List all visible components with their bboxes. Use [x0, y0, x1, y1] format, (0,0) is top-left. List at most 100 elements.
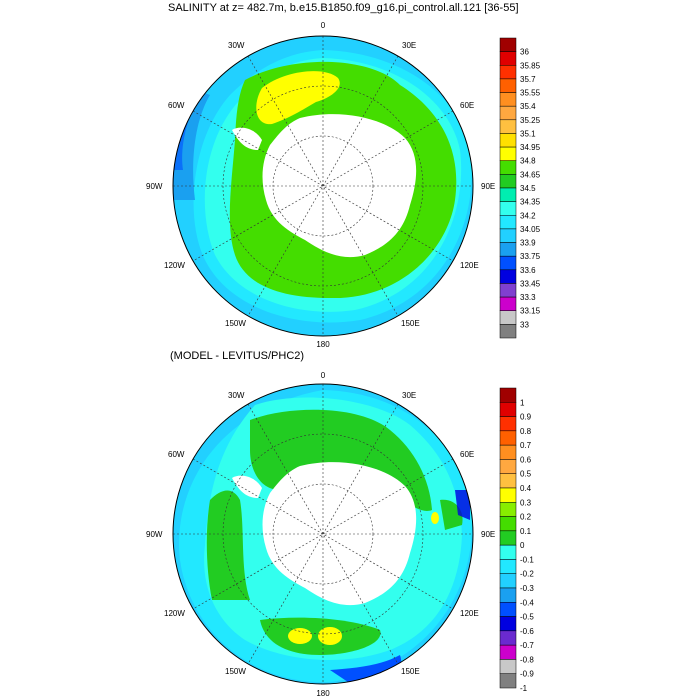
colorbar-label: -0.4 [520, 598, 534, 607]
lon-label: 60W [168, 450, 185, 459]
colorbar-label: 1 [520, 398, 525, 407]
colorbar-swatch [499, 430, 517, 446]
colorbar-label: 0.4 [520, 484, 532, 493]
colorbar-swatch [499, 516, 517, 532]
colorbar-swatch [499, 215, 517, 230]
lon-label: 150W [225, 667, 246, 676]
colorbar-label: 35.85 [520, 61, 541, 70]
colorbar-label: 0.2 [520, 513, 532, 522]
lon-label: 30W [228, 391, 245, 400]
lon-label: 120W [164, 609, 185, 618]
colorbar-swatch [499, 530, 517, 546]
colorbar-label: -0.3 [520, 584, 534, 593]
colorbar-label: 33.45 [520, 279, 541, 288]
colorbar-label: 35.55 [520, 89, 541, 98]
colorbar-label: 34.05 [520, 225, 541, 234]
colorbar-swatch [499, 119, 517, 134]
colorbar-label: 0 [520, 541, 525, 550]
colorbar-swatch [499, 630, 517, 646]
top-map-title: SALINITY at z= 482.7m, b.e15.B1850.f09_g… [168, 2, 519, 14]
colorbar-label: -0.7 [520, 641, 534, 650]
colorbar-swatch [499, 402, 517, 417]
colorbar-swatch [499, 296, 517, 311]
colorbar-swatch [499, 92, 517, 107]
colorbar-label: 0.3 [520, 498, 532, 507]
colorbar-label: 0.8 [520, 427, 532, 436]
colorbar-swatch [499, 559, 517, 574]
colorbar-swatch [499, 416, 517, 432]
colorbar-label: 35.25 [520, 116, 541, 125]
lon-label: 0 [321, 371, 326, 380]
colorbar-swatch [499, 487, 517, 503]
colorbar-swatch [499, 174, 517, 189]
lon-label: 150W [225, 319, 246, 328]
colorbar-label: 35.1 [520, 129, 536, 138]
difference-map-field [173, 384, 473, 684]
colorbar-label: 34.2 [520, 211, 536, 220]
colorbar-label: 0.9 [520, 413, 532, 422]
colorbar-swatch [499, 616, 517, 632]
lon-label: 60E [460, 101, 474, 110]
colorbar-swatch [499, 587, 517, 603]
colorbar-swatch [499, 105, 517, 121]
colorbar-label: 34.95 [520, 143, 541, 152]
lon-label: 30E [402, 391, 416, 400]
colorbar-label: 0.7 [520, 441, 532, 450]
longitude-labels: 0 30E 60E 90E 120E 150E 180 150W 120W 90… [146, 21, 495, 349]
lon-label: 30W [228, 41, 245, 50]
colorbar-swatch [499, 65, 517, 80]
lon-label: 150E [401, 319, 420, 328]
colorbar-swatch [499, 146, 517, 161]
lon-label: 90W [146, 182, 163, 191]
lon-label: 30E [402, 41, 416, 50]
colorbar-swatch [499, 133, 517, 148]
colorbar-swatch [499, 78, 517, 93]
colorbar-label: 0.6 [520, 455, 532, 464]
colorbar-label: 35.4 [520, 102, 536, 111]
colorbar-swatch [499, 201, 517, 216]
colorbar-swatch [499, 242, 517, 257]
colorbar-swatch [499, 228, 517, 243]
colorbar-label: -0.9 [520, 670, 534, 679]
colorbar-label: 33.9 [520, 239, 536, 248]
longitude-labels: 0 30E 60E 90E 120E 150E 180 150W 120W 90… [146, 371, 495, 698]
bottom-map-title: (MODEL - LEVITUS/PHC2) [170, 350, 305, 362]
colorbar-swatch [499, 459, 517, 474]
lon-label: 180 [316, 340, 330, 349]
colorbar-label: 0.1 [520, 527, 532, 536]
colorbar-label: -0.6 [520, 627, 534, 636]
colorbar-label: -1 [520, 684, 528, 693]
colorbar-label: 34.65 [520, 170, 541, 179]
lon-label: 120E [460, 261, 479, 270]
lon-label: 60W [168, 101, 185, 110]
lon-label: 150E [401, 667, 420, 676]
colorbar-label: 33.3 [520, 293, 536, 302]
salinity-map-field [173, 36, 473, 336]
colorbar-label: -0.1 [520, 555, 534, 564]
lon-label: 120E [460, 609, 479, 618]
colorbar-swatch [499, 269, 517, 284]
colorbar-swatch [499, 644, 517, 660]
colorbar-label: 33.6 [520, 266, 536, 275]
colorbar-label: -0.8 [520, 655, 534, 664]
colorbar-swatch [499, 502, 517, 517]
colorbar-swatch [499, 283, 517, 298]
colorbar-label: 36 [520, 48, 529, 57]
colorbar-swatch [499, 659, 517, 674]
colorbar-swatch [499, 324, 517, 339]
colorbar-label: 35.7 [520, 75, 536, 84]
colorbar-swatch [499, 544, 517, 560]
colorbar-swatch [499, 673, 517, 689]
colorbar-swatch [499, 444, 517, 460]
colorbar-swatch [499, 473, 517, 489]
colorbar-swatch [499, 387, 517, 403]
colorbar-swatch [499, 187, 517, 202]
colorbar-swatch [499, 310, 517, 325]
lon-label: 90E [481, 182, 495, 191]
salinity-colorbar: 36 35.85 35.7 35.55 35.4 35.25 35.1 34.95 34.8 34… [499, 37, 541, 339]
difference-colorbar: 1 0.9 0.8 0.7 0.6 0.5 0.4 0.3 0.2 0.1 0 -0.1 -0.2 -0.… [499, 387, 534, 693]
colorbar-label: 33.75 [520, 252, 541, 261]
lon-label: 60E [460, 450, 474, 459]
colorbar-swatch [499, 573, 517, 589]
lon-label: 0 [321, 21, 326, 30]
